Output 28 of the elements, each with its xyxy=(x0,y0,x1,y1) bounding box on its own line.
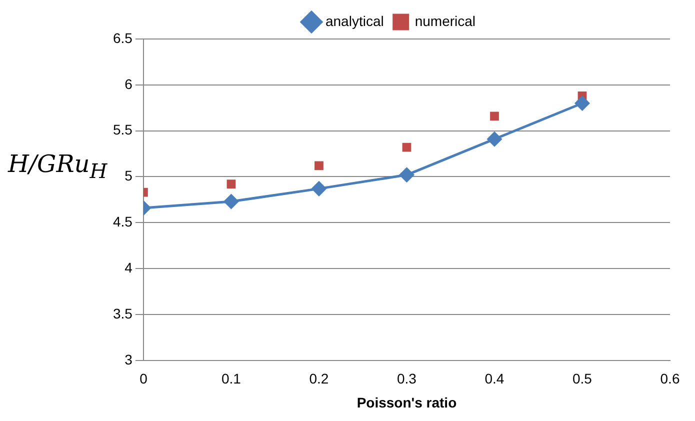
x-axis-title: Poisson's ratio xyxy=(356,394,457,410)
point xyxy=(487,132,502,146)
y-tick-label: 4.5 xyxy=(112,214,133,230)
point xyxy=(314,161,324,170)
y-axis-title: H/GRu$_{H}$ xyxy=(8,150,108,183)
x-tick-label: 0 xyxy=(140,370,148,387)
y-tick-label: 6 xyxy=(124,76,133,92)
point xyxy=(399,168,414,182)
x-tick-label: 0.3 xyxy=(396,370,417,387)
y-tick-label: 3 xyxy=(124,351,133,368)
x-tick-label: 0.4 xyxy=(484,370,504,387)
legend-label: numerical xyxy=(414,12,476,29)
point xyxy=(402,142,412,152)
y-tick-label: 5 xyxy=(124,168,133,184)
legend-label: analytical xyxy=(325,12,384,29)
x-tick-label: 0.5 xyxy=(572,370,592,387)
y-tick-label: 6.5 xyxy=(112,30,133,46)
y-tick-label: 3.5 xyxy=(112,305,133,322)
y-tick-label: 4 xyxy=(124,259,133,276)
x-tick-label: 0.1 xyxy=(221,370,242,387)
x-tick-label: 0.6 xyxy=(660,370,680,387)
y-tick-label: 5.5 xyxy=(112,122,133,138)
x-tick-label: 0.2 xyxy=(309,370,329,387)
point xyxy=(574,96,590,111)
point xyxy=(490,112,499,121)
point xyxy=(224,194,238,209)
point xyxy=(312,181,326,196)
point xyxy=(226,180,236,189)
